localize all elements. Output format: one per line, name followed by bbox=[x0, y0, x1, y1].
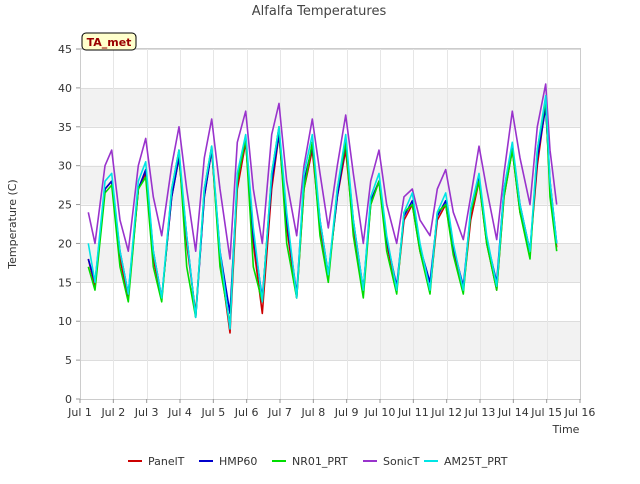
x-tick-label: Jul 8 bbox=[300, 406, 325, 419]
band-5 bbox=[80, 165, 580, 205]
y-tick-label: 25 bbox=[58, 199, 72, 212]
series-line-am25t-prt bbox=[87, 94, 558, 330]
x-tick-label: Jul 3 bbox=[134, 406, 159, 419]
y-tick-label: 45 bbox=[58, 43, 72, 56]
x-tick-label: Jul 16 bbox=[564, 406, 596, 419]
legend-label: NR01_PRT bbox=[292, 455, 348, 468]
legend-item-am25t-prt: AM25T_PRT bbox=[424, 455, 508, 468]
y-tick-label: 40 bbox=[58, 82, 72, 95]
ta-met-badge: TA_met bbox=[81, 32, 137, 51]
legend-label: SonicT bbox=[383, 455, 420, 468]
x-axis-ticks: Jul 1 Jul 2 Jul 3 Jul 4 Jul 5 Jul 6 Jul 7 Jul 8… bbox=[67, 399, 595, 419]
legend-item-sonict: SonicT bbox=[363, 455, 420, 468]
x-tick-label: Jul 2 bbox=[100, 406, 125, 419]
series-line-sonict bbox=[87, 83, 558, 260]
y-tick-label: 20 bbox=[58, 237, 72, 250]
band-7 bbox=[80, 87, 580, 127]
background-bands bbox=[80, 87, 580, 361]
y-tick-label: 30 bbox=[58, 160, 72, 173]
x-tick-label: Jul 12 bbox=[430, 406, 462, 419]
legend-item-nr01-prt: NR01_PRT bbox=[272, 455, 348, 468]
y-tick-label: 0 bbox=[65, 393, 72, 406]
y-axis-ticks: 0 5 10 15 20 25 30 35 40 45 bbox=[58, 43, 80, 406]
y-tick-label: 35 bbox=[58, 121, 72, 134]
x-tick-label: Jul 1 bbox=[67, 406, 92, 419]
series-lines bbox=[87, 83, 558, 334]
legend-item-hmp60: HMP60 bbox=[199, 455, 257, 468]
x-tick-label: Jul 6 bbox=[234, 406, 259, 419]
plot-area bbox=[80, 48, 581, 400]
x-tick-label: Jul 5 bbox=[200, 406, 225, 419]
legend-item-panelt: PanelT bbox=[128, 455, 185, 468]
badge-label: TA_met bbox=[87, 36, 132, 49]
legend-label: PanelT bbox=[148, 455, 185, 468]
series-line-nr01-prt bbox=[87, 98, 558, 326]
x-tick-label: Jul 10 bbox=[364, 406, 396, 419]
legend-label: HMP60 bbox=[219, 455, 257, 468]
y-tick-label: 5 bbox=[65, 354, 72, 367]
band-1 bbox=[80, 321, 580, 361]
x-tick-label: Jul 11 bbox=[397, 406, 429, 419]
legend: PanelT HMP60 NR01_PRT SonicT AM25T_PRT bbox=[128, 455, 508, 468]
gridlines bbox=[80, 49, 581, 400]
x-axis-label: Time bbox=[552, 423, 580, 436]
legend-label: AM25T_PRT bbox=[444, 455, 508, 468]
y-tick-label: 10 bbox=[58, 315, 72, 328]
x-tick-label: Jul 14 bbox=[497, 406, 529, 419]
x-tick-label: Jul 15 bbox=[530, 406, 562, 419]
chart-title: Alfalfa Temperatures bbox=[252, 4, 387, 19]
x-tick-label: Jul 7 bbox=[267, 406, 292, 419]
x-tick-label: Jul 13 bbox=[464, 406, 496, 419]
y-tick-label: 15 bbox=[58, 276, 72, 289]
x-tick-label: Jul 4 bbox=[167, 406, 192, 419]
y-axis-label: Temperature (C) bbox=[6, 179, 19, 269]
x-tick-label: Jul 9 bbox=[334, 406, 359, 419]
